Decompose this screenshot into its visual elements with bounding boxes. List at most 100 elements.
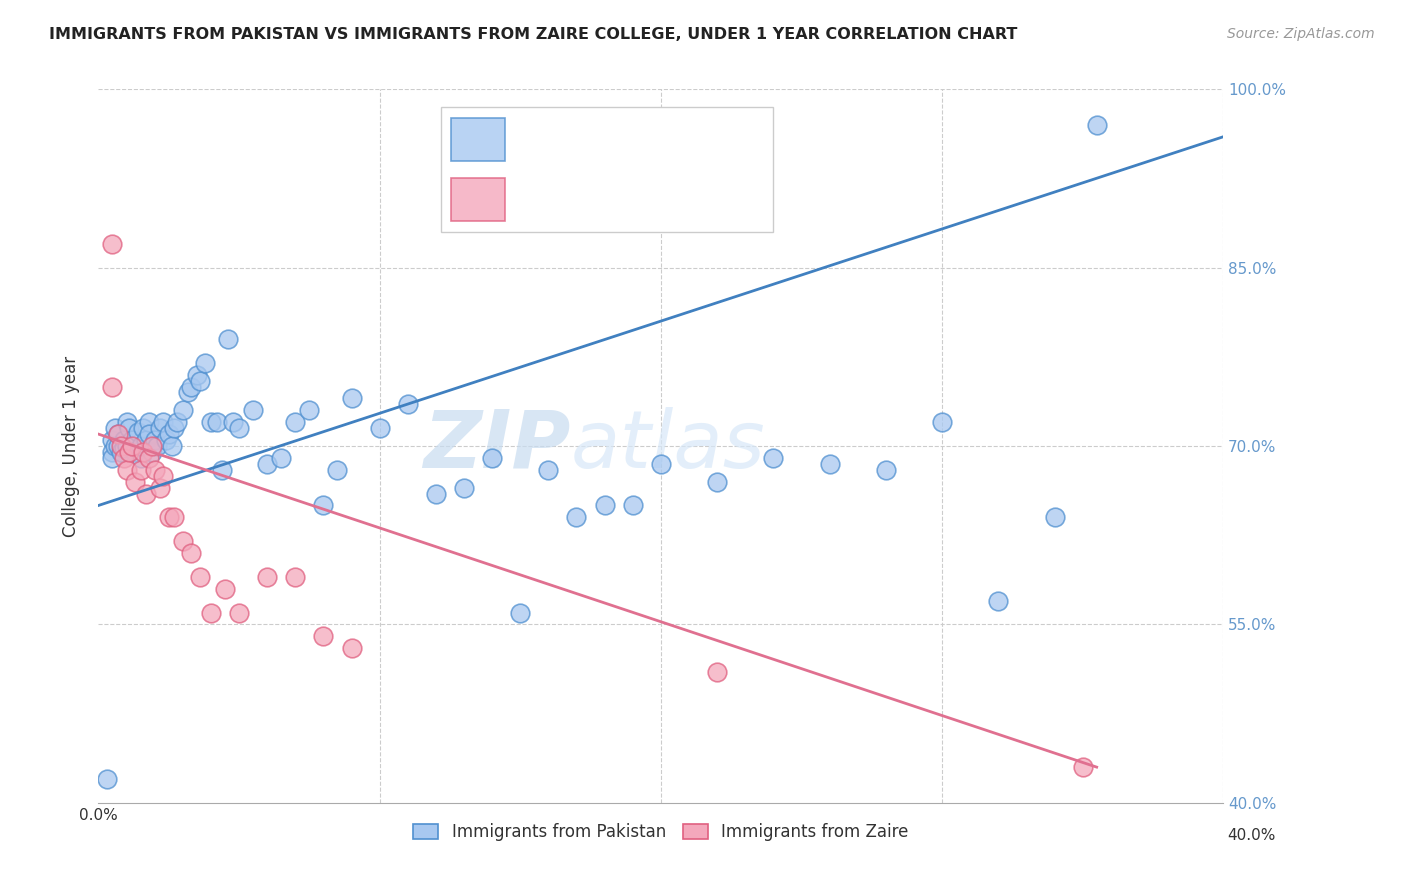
- Point: [706, 665, 728, 679]
- Point: [132, 421, 155, 435]
- Point: [205, 415, 228, 429]
- Point: [340, 641, 363, 656]
- Point: [284, 570, 307, 584]
- Point: [453, 481, 475, 495]
- Point: [177, 385, 200, 400]
- Point: [149, 481, 172, 495]
- Point: [112, 450, 135, 465]
- Point: [138, 415, 160, 429]
- Text: ZIP: ZIP: [423, 407, 571, 485]
- Point: [194, 356, 217, 370]
- Legend: Immigrants from Pakistan, Immigrants from Zaire: Immigrants from Pakistan, Immigrants fro…: [406, 817, 915, 848]
- Point: [214, 582, 236, 596]
- Point: [818, 457, 841, 471]
- Text: IMMIGRANTS FROM PAKISTAN VS IMMIGRANTS FROM ZAIRE COLLEGE, UNDER 1 YEAR CORRELAT: IMMIGRANTS FROM PAKISTAN VS IMMIGRANTS F…: [49, 27, 1018, 42]
- Point: [200, 415, 222, 429]
- Point: [101, 450, 124, 465]
- Point: [180, 546, 202, 560]
- Point: [565, 510, 588, 524]
- Point: [1043, 510, 1066, 524]
- Point: [163, 421, 186, 435]
- Point: [107, 427, 129, 442]
- Point: [115, 415, 138, 429]
- Point: [180, 379, 202, 393]
- Point: [621, 499, 644, 513]
- Point: [228, 606, 250, 620]
- Point: [107, 439, 129, 453]
- Point: [931, 415, 953, 429]
- Point: [104, 421, 127, 435]
- Point: [166, 415, 188, 429]
- Point: [188, 374, 211, 388]
- Point: [129, 439, 152, 453]
- Point: [129, 463, 152, 477]
- Point: [104, 439, 127, 453]
- Point: [143, 433, 166, 447]
- Point: [228, 421, 250, 435]
- Point: [152, 468, 174, 483]
- Point: [127, 425, 149, 439]
- Point: [875, 463, 897, 477]
- Point: [425, 486, 447, 500]
- Point: [537, 463, 560, 477]
- Point: [1085, 118, 1108, 132]
- Point: [157, 510, 180, 524]
- Point: [141, 439, 163, 453]
- Point: [146, 439, 169, 453]
- Point: [141, 445, 163, 459]
- Point: [96, 772, 118, 786]
- Point: [172, 534, 194, 549]
- Point: [256, 570, 278, 584]
- Point: [115, 439, 138, 453]
- Point: [593, 499, 616, 513]
- Point: [121, 433, 143, 447]
- Point: [987, 593, 1010, 607]
- Point: [138, 450, 160, 465]
- Point: [270, 450, 292, 465]
- Point: [110, 445, 132, 459]
- Point: [124, 475, 146, 489]
- Point: [762, 450, 785, 465]
- Point: [135, 486, 157, 500]
- Point: [706, 475, 728, 489]
- Point: [1071, 760, 1094, 774]
- Point: [110, 439, 132, 453]
- Point: [112, 433, 135, 447]
- Point: [101, 379, 124, 393]
- Point: [155, 433, 177, 447]
- Text: atlas: atlas: [571, 407, 766, 485]
- Y-axis label: College, Under 1 year: College, Under 1 year: [62, 355, 80, 537]
- Point: [188, 570, 211, 584]
- Point: [312, 629, 335, 643]
- Point: [163, 510, 186, 524]
- Point: [368, 421, 391, 435]
- Point: [124, 445, 146, 459]
- Point: [157, 427, 180, 442]
- Point: [101, 236, 124, 251]
- Point: [149, 421, 172, 435]
- Point: [650, 457, 672, 471]
- Point: [256, 457, 278, 471]
- Point: [118, 445, 141, 459]
- Point: [340, 392, 363, 406]
- Point: [284, 415, 307, 429]
- Point: [172, 403, 194, 417]
- Point: [107, 427, 129, 442]
- Point: [135, 433, 157, 447]
- Point: [200, 606, 222, 620]
- Point: [138, 427, 160, 442]
- Point: [326, 463, 349, 477]
- Point: [217, 332, 239, 346]
- Point: [211, 463, 233, 477]
- Point: [143, 463, 166, 477]
- Point: [242, 403, 264, 417]
- Point: [481, 450, 503, 465]
- Point: [121, 439, 143, 453]
- Point: [118, 421, 141, 435]
- Point: [186, 368, 208, 382]
- Point: [112, 442, 135, 456]
- Point: [509, 606, 531, 620]
- Point: [101, 445, 124, 459]
- Text: 40.0%: 40.0%: [1227, 828, 1275, 843]
- Text: Source: ZipAtlas.com: Source: ZipAtlas.com: [1227, 27, 1375, 41]
